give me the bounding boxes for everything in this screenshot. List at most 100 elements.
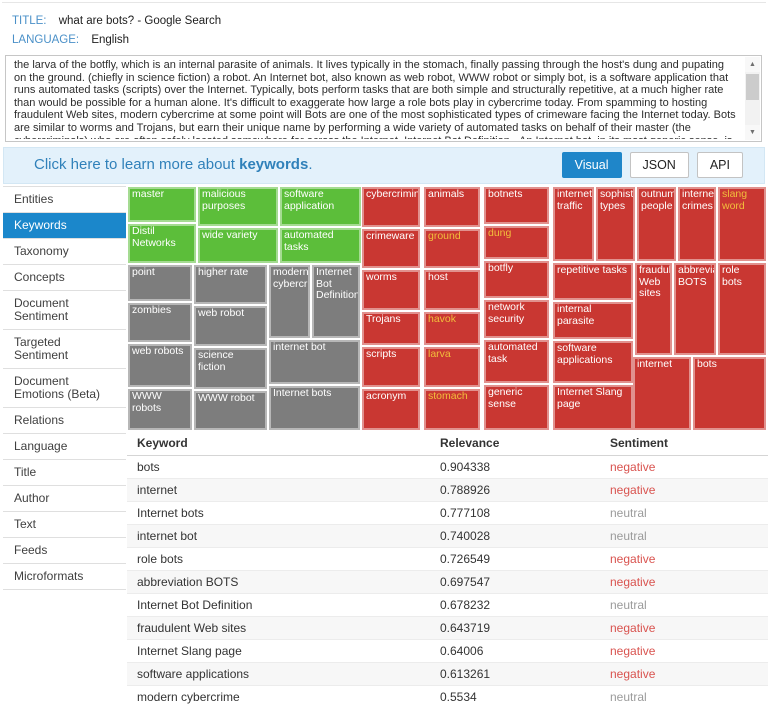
treemap-tile-bots[interactable]: bots (693, 357, 766, 430)
sidebar-item-author[interactable]: Author (3, 485, 126, 511)
treemap-tile-botnets[interactable]: botnets (484, 187, 549, 224)
learn-more-link[interactable]: Click here to learn more about keywords. (34, 156, 312, 173)
treemap-tile-internet[interactable]: internet (633, 357, 691, 430)
treemap-tile-point[interactable]: point (128, 265, 192, 301)
sentiment-cell: negative (600, 456, 768, 479)
treemap-tile-internet-bot[interactable]: internet bot (269, 340, 360, 384)
relevance-cell: 0.777108 (430, 502, 600, 525)
info-banner: Click here to learn more about keywords.… (3, 147, 765, 184)
treemap-tile-malicious-purposes[interactable]: malicious purposes (198, 187, 278, 226)
text-scrollbar[interactable]: ▲ ▼ (745, 57, 760, 140)
sentiment-cell: negative (600, 663, 768, 686)
language-row: LANGUAGE: English (12, 34, 221, 46)
keyword-cell: Internet Slang page (127, 640, 430, 663)
visual-button[interactable]: Visual (562, 152, 622, 178)
treemap-tile-repetitive-tasks[interactable]: repetitive tasks (553, 263, 633, 300)
treemap-tile-distil-networks[interactable]: Distil Networks (128, 224, 196, 263)
treemap-tile-automated-task[interactable]: automated task (484, 340, 549, 383)
treemap-tile-crimeware[interactable]: crimeware (362, 229, 420, 268)
document-header: TITLE: what are bots? - Google Search LA… (12, 8, 221, 46)
sidebar-item-document-emotions-beta[interactable]: Document Emotions (Beta) (3, 368, 126, 407)
scroll-down-icon[interactable]: ▼ (745, 125, 760, 140)
treemap-tile-cybercriminals[interactable]: cybercriminals (362, 187, 420, 227)
analyzed-text: the larva of the botfly, which is an int… (14, 59, 739, 139)
treemap-tile-science-fiction[interactable]: science fiction (194, 348, 267, 389)
treemap-tile-internet-slang-page[interactable]: Internet Slang page (553, 385, 633, 430)
treemap-tile-stomach[interactable]: stomach (424, 389, 480, 430)
sidebar-item-entities[interactable]: Entities (3, 186, 126, 212)
treemap-tile-master[interactable]: master (128, 187, 196, 222)
top-divider (2, 2, 766, 3)
treemap-tile-software-applications[interactable]: software applications (553, 341, 633, 383)
language-value: English (91, 34, 129, 46)
treemap-tile-web-robots[interactable]: web robots (128, 344, 192, 387)
treemap-tile-animals[interactable]: animals (424, 187, 480, 227)
treemap-tile-acronym[interactable]: acronym (362, 389, 420, 430)
relevance-cell: 0.904338 (430, 456, 600, 479)
treemap-tile-wide-variety[interactable]: wide variety (198, 228, 278, 263)
json-button[interactable]: JSON (630, 152, 689, 178)
sidebar-item-concepts[interactable]: Concepts (3, 264, 126, 290)
treemap-tile-dung[interactable]: dung (484, 226, 549, 259)
keyword-cell: Internet bots (127, 502, 430, 525)
treemap-tile-generic-sense[interactable]: generic sense (484, 385, 549, 430)
treemap-tile-internet-bots[interactable]: Internet bots (269, 386, 360, 430)
treemap-tile-modern-cybercrime[interactable]: modern cybercrime (269, 265, 310, 338)
scroll-up-icon[interactable]: ▲ (745, 57, 760, 72)
treemap-tile-fraudulent-web-sites[interactable]: fraudulent Web sites (635, 263, 672, 355)
sidebar-item-taxonomy[interactable]: Taxonomy (3, 238, 126, 264)
treemap-tile-outnumber-people[interactable]: outnumber people (637, 187, 676, 261)
sidebar-item-feeds[interactable]: Feeds (3, 537, 126, 563)
relevance-cell: 0.64006 (430, 640, 600, 663)
treemap-tile-www-robot[interactable]: WWW robot (194, 391, 267, 430)
treemap-tile-internet-traffic[interactable]: internet traffic (553, 187, 594, 261)
banner-message-prefix: Click here to learn more about (34, 156, 239, 173)
relevance-cell: 0.788926 (430, 479, 600, 502)
treemap-tile-internal-parasite[interactable]: internal parasite (553, 302, 633, 339)
treemap-tile-network-security[interactable]: network security (484, 300, 549, 338)
treemap-tile-larva[interactable]: larva (424, 347, 480, 387)
sidebar-item-document-sentiment[interactable]: Document Sentiment (3, 290, 126, 329)
banner-message-suffix: . (308, 156, 312, 173)
sidebar-item-relations[interactable]: Relations (3, 407, 126, 433)
treemap-tile-zombies[interactable]: zombies (128, 303, 192, 342)
analyzed-text-panel: the larva of the botfly, which is an int… (5, 55, 762, 142)
sidebar-item-language[interactable]: Language (3, 433, 126, 459)
treemap-tile-www-robots[interactable]: WWW robots (128, 389, 192, 430)
sentiment-cell: neutral (600, 594, 768, 617)
treemap-tile-slang-word[interactable]: slang word (718, 187, 766, 261)
relevance-cell: 0.643719 (430, 617, 600, 640)
api-button[interactable]: API (697, 152, 743, 178)
treemap-tile-worms[interactable]: worms (362, 270, 420, 310)
treemap-tile-trojans[interactable]: Trojans (362, 312, 420, 345)
treemap-tile-software-application[interactable]: software application (280, 187, 361, 226)
sidebar-item-text[interactable]: Text (3, 511, 126, 537)
treemap-tile-scripts[interactable]: scripts (362, 347, 420, 387)
sidebar-item-microformats[interactable]: Microformats (3, 563, 126, 590)
treemap-tile-havok[interactable]: havok (424, 312, 480, 345)
scrollbar-thumb[interactable] (746, 74, 759, 100)
title-value: what are bots? - Google Search (59, 15, 221, 27)
treemap-tile-internet-crimes[interactable]: internet crimes (678, 187, 716, 261)
treemap-tile-ground[interactable]: ground (424, 229, 480, 268)
treemap-tile-host[interactable]: host (424, 270, 480, 310)
treemap-tile-sophisticated-types[interactable]: sophisticated types (596, 187, 635, 261)
treemap-tile-automated-tasks[interactable]: automated tasks (280, 228, 361, 263)
treemap-tile-web-robot[interactable]: web robot (194, 306, 267, 346)
treemap-tile-role-bots[interactable]: role bots (718, 263, 766, 355)
sidebar-item-keywords[interactable]: Keywords (3, 212, 126, 238)
sentiment-cell: negative (600, 640, 768, 663)
treemap-tile-abbreviation-bots[interactable]: abbreviation BOTS (674, 263, 716, 355)
keyword-cell: internet (127, 479, 430, 502)
treemap-tile-botfly[interactable]: botfly (484, 261, 549, 298)
sidebar-item-title[interactable]: Title (3, 459, 126, 485)
treemap-tile-higher-rate[interactable]: higher rate (194, 265, 267, 304)
treemap-tile-internet-bot-definition[interactable]: Internet Bot Definition (312, 265, 360, 338)
sidebar-item-targeted-sentiment[interactable]: Targeted Sentiment (3, 329, 126, 368)
